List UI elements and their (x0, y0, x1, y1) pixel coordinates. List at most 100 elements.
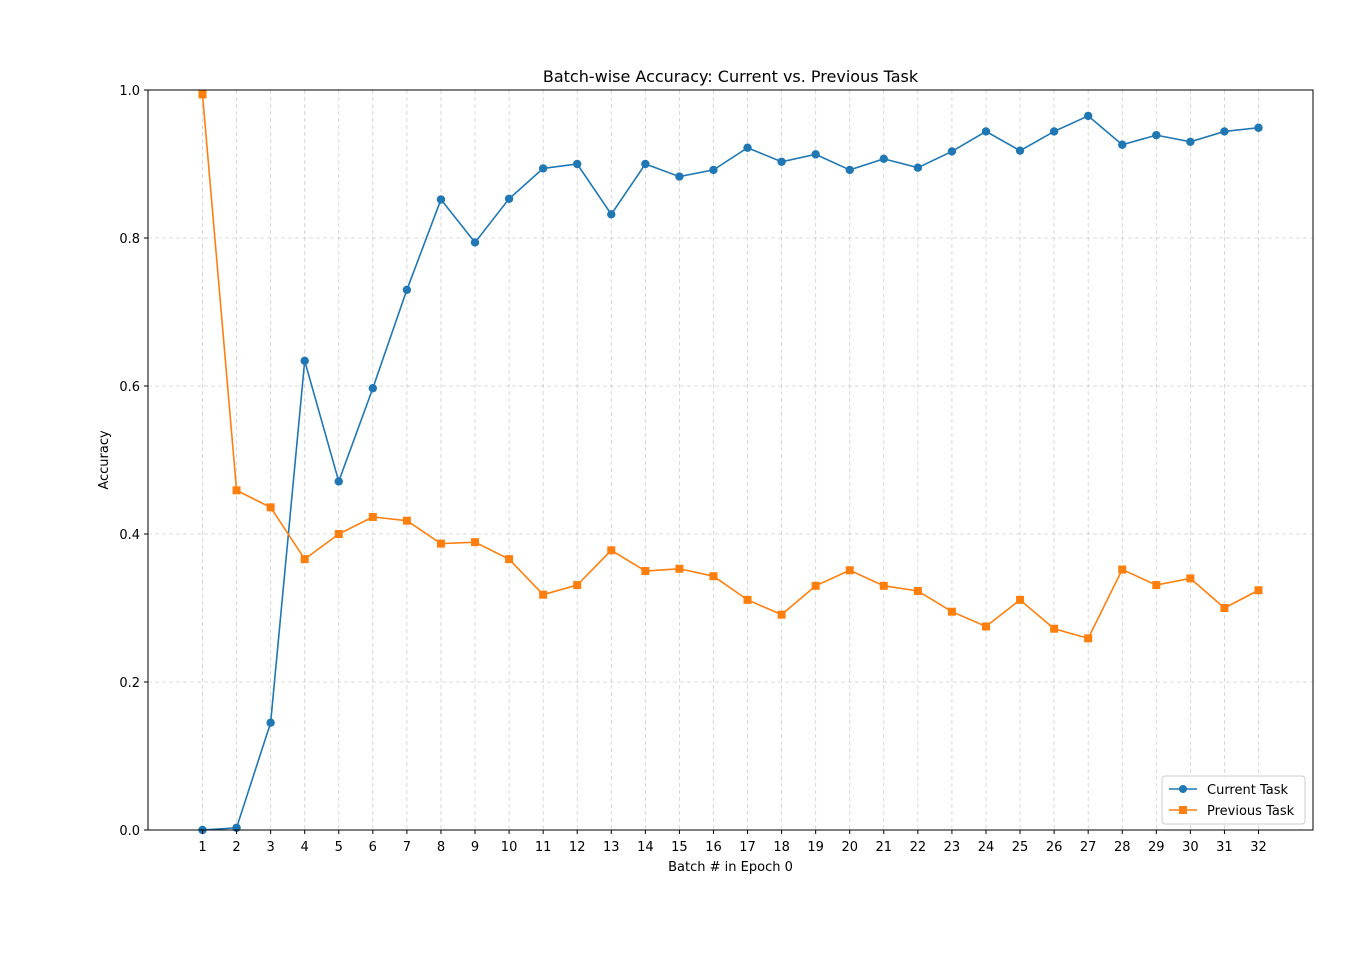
current-task-point (1254, 123, 1263, 132)
previous-task-point (675, 564, 684, 573)
x-tick-label: 23 (944, 840, 961, 855)
current-task-point (913, 163, 923, 172)
y-tick-label: 0.4 (119, 528, 140, 543)
previous-task-point (300, 555, 309, 564)
x-tick-label: 19 (807, 840, 824, 855)
previous-task-point (505, 555, 514, 564)
current-task-point (436, 195, 446, 204)
current-task-point (470, 238, 480, 247)
previous-task-point (1016, 595, 1025, 604)
current-task-point (811, 150, 820, 159)
current-task-series-line (202, 114, 1259, 831)
x-tick-label: 7 (403, 840, 411, 855)
y-tick-label: 0.0 (119, 824, 140, 839)
x-tick-label: 30 (1182, 840, 1199, 855)
previous-task-point (539, 590, 548, 599)
current-task-point (1152, 130, 1161, 140)
previous-task-point (198, 90, 207, 99)
current-task-point (573, 159, 582, 169)
x-tick-label: 2 (232, 840, 240, 855)
current-task-point (777, 157, 786, 166)
current-task-point (402, 285, 412, 294)
x-tick-label: 10 (501, 840, 518, 855)
current-task-point (845, 165, 854, 175)
previous-task-point (709, 572, 718, 581)
current-task-point (981, 127, 991, 136)
current-task-point (504, 194, 514, 203)
x-tick-label: 26 (1046, 840, 1063, 855)
legend-current-task-marker (1179, 785, 1187, 793)
previous-task-point (913, 586, 922, 595)
current-task-point (1049, 127, 1059, 136)
previous-task-point (777, 610, 786, 619)
x-tick-label: 31 (1216, 840, 1233, 855)
x-tick-label: 8 (437, 840, 445, 855)
previous-task-point (641, 567, 650, 575)
previous-task-point (266, 503, 275, 512)
previous-task-point (1050, 624, 1059, 633)
y-axis-label: Accuracy (97, 430, 112, 490)
previous-task-point (368, 512, 377, 521)
legend-previous-task-marker (1179, 806, 1187, 814)
x-tick-label: 14 (637, 840, 654, 855)
x-tick-label: 32 (1250, 840, 1267, 855)
previous-task-point (879, 581, 888, 590)
previous-task-point (573, 581, 582, 590)
current-task-point (743, 143, 752, 152)
current-task-point (538, 164, 548, 173)
previous-task-point (436, 539, 445, 548)
y-tick-label: 0.2 (119, 676, 140, 691)
previous-task-point (1152, 581, 1161, 590)
previous-task-point (1186, 574, 1195, 583)
current-task-point (300, 356, 309, 366)
x-tick-label: 18 (773, 840, 790, 855)
previous-task-point (1220, 604, 1229, 612)
previous-task-series-line (201, 94, 1259, 640)
x-tick-label: 29 (1148, 840, 1165, 855)
previous-task-point (402, 516, 411, 525)
previous-task-point (947, 607, 956, 616)
current-task-point (1118, 140, 1127, 149)
previous-task-point (1084, 634, 1093, 643)
x-tick-label: 15 (671, 840, 688, 855)
series-layer (198, 90, 1263, 835)
x-tick-label: 12 (569, 840, 586, 855)
y-tick-label: 1.0 (119, 84, 140, 99)
x-tick-label: 25 (1012, 840, 1029, 855)
previous-task-point (334, 530, 343, 538)
x-tick-label: 5 (335, 840, 343, 855)
previous-task-point (1118, 565, 1127, 574)
current-task-point (1220, 127, 1229, 136)
x-tick-label: 4 (301, 840, 309, 855)
legend-previous-task-label: Previous Task (1207, 804, 1295, 819)
current-task-point (879, 154, 888, 164)
current-task-point (266, 718, 275, 727)
x-tick-label: 24 (978, 840, 995, 855)
legend: Current Task Previous Task (1161, 775, 1306, 825)
previous-task-point (845, 566, 854, 575)
current-task-point (607, 210, 616, 219)
chart-title: Batch-wise Accuracy: Current vs. Previou… (543, 67, 919, 86)
current-task-point (334, 477, 343, 486)
current-task-point (1186, 137, 1195, 146)
previous-task-point (743, 595, 752, 604)
current-task-point (1083, 111, 1093, 121)
x-tick-label: 3 (266, 840, 274, 855)
legend-box (1161, 775, 1306, 825)
x-axis-label: Batch # in Epoch 0 (668, 860, 793, 875)
y-tick-label: 0.8 (119, 232, 140, 247)
x-tick-label: 20 (841, 840, 858, 855)
current-task-point (709, 165, 718, 175)
axis-ticks: 1 2 3 4 5 6 7 8 9 10 11 12 13 14 15 16 17 18 19 20 21 22 23 24 2… (119, 84, 1266, 855)
previous-task-point (607, 546, 616, 555)
x-tick-label: 28 (1114, 840, 1131, 855)
x-tick-label: 13 (603, 840, 620, 855)
current-task-point (641, 159, 650, 169)
current-task-point (947, 147, 957, 156)
previous-task-point (1254, 586, 1263, 595)
current-task-point (675, 172, 684, 181)
x-tick-label: 16 (705, 840, 722, 855)
